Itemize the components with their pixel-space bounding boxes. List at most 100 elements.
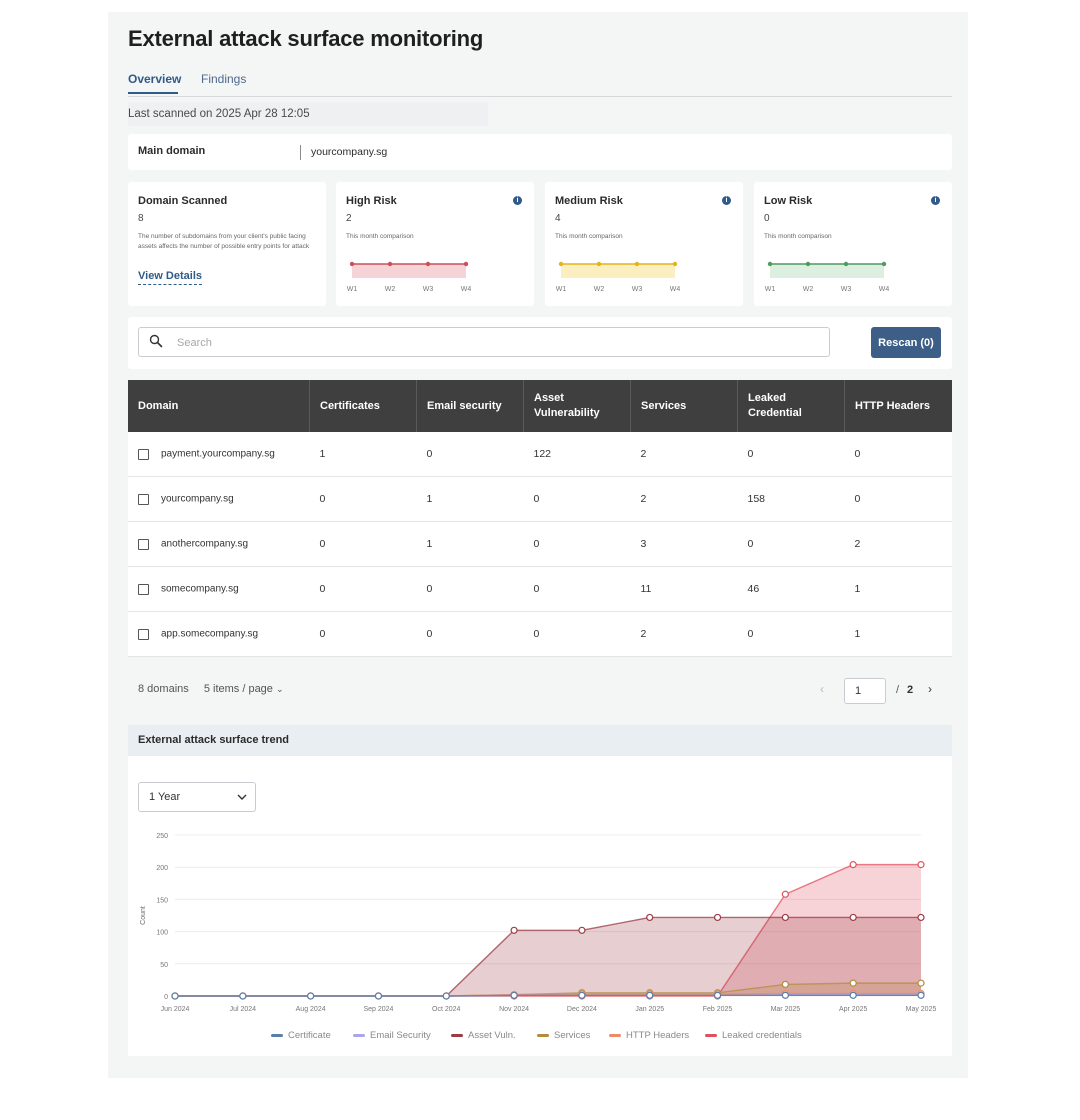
legend-item[interactable]: Asset Vuln. (451, 1030, 516, 1041)
legend-item[interactable]: Leaked credentials (705, 1030, 802, 1041)
column-header[interactable]: Domain (128, 380, 310, 432)
data-point[interactable] (578, 926, 586, 934)
row-checkbox[interactable] (138, 628, 149, 640)
legend-item[interactable]: Email Security (353, 1030, 431, 1041)
data-point[interactable] (849, 913, 857, 922)
sparkline-point (596, 261, 602, 267)
tab-bar: Overview Findings (128, 70, 952, 97)
high-risk-comparison: This month comparison (346, 233, 414, 240)
data-point[interactable] (781, 913, 789, 922)
data-point[interactable] (917, 913, 925, 922)
y-tick-label: 0 (164, 994, 168, 1001)
column-header[interactable]: HTTP Headers (844, 380, 952, 432)
table-cell: 0 (309, 521, 417, 567)
table-row[interactable]: yourcompany.sg 0 1 0 2 158 0 (128, 476, 952, 522)
domain-cell: anothercompany.sg (161, 538, 249, 550)
data-point[interactable] (171, 992, 179, 1000)
data-point[interactable] (510, 926, 518, 934)
column-header[interactable]: Email security (416, 380, 524, 432)
tab-findings[interactable]: Findings (201, 72, 247, 86)
info-icon[interactable]: i (513, 196, 522, 205)
data-point[interactable] (646, 913, 654, 922)
y-tick-label: 250 (156, 833, 168, 840)
time-range-value: 1 Year (149, 791, 181, 803)
items-per-page-select[interactable]: 5 items / page ⌄ (204, 683, 284, 695)
time-range-select[interactable]: 1 Year (138, 782, 256, 812)
tab-overview[interactable]: Overview (128, 72, 182, 86)
data-point[interactable] (239, 992, 247, 1000)
trend-header: External attack surface trend (128, 725, 952, 756)
chevron-right-icon[interactable]: › (928, 682, 932, 696)
low-risk-sparkline: W1 W2 W3 W4 (765, 261, 889, 293)
info-icon[interactable]: i (931, 196, 940, 205)
table-cell: 0 (844, 476, 952, 522)
column-header[interactable]: Services (630, 380, 738, 432)
legend-item[interactable]: Certificate (271, 1030, 331, 1041)
y-tick-label: 150 (156, 897, 168, 904)
data-point[interactable] (578, 991, 586, 999)
search-input[interactable] (175, 333, 819, 353)
column-header[interactable]: Leaked Credential (737, 380, 845, 432)
row-checkbox[interactable] (138, 448, 149, 460)
data-point[interactable] (713, 991, 722, 999)
data-point[interactable] (374, 992, 383, 1000)
x-tick-label: Dec 2024 (567, 1006, 597, 1013)
data-point[interactable] (849, 991, 857, 999)
row-checkbox[interactable] (138, 493, 149, 505)
week-label: W2 (385, 286, 396, 293)
table-cell: 0 (309, 566, 417, 612)
column-header[interactable]: Certificates (309, 380, 417, 432)
legend-swatch (705, 1034, 717, 1037)
row-checkbox[interactable] (138, 583, 149, 595)
data-point[interactable] (713, 913, 722, 922)
view-details-link[interactable]: View Details (138, 270, 202, 285)
medium-risk-comparison: This month comparison (555, 233, 623, 240)
table-cell: 3 (630, 521, 738, 567)
chevron-down-icon (237, 794, 247, 800)
column-header[interactable]: Asset Vulnerability (523, 380, 631, 432)
page-number-input[interactable] (844, 678, 886, 704)
data-point[interactable] (307, 992, 315, 1000)
table-cell: 122 (523, 432, 631, 477)
table-cell: 2 (630, 611, 738, 657)
chevron-down-icon: ⌄ (275, 684, 284, 694)
page-total: 2 (907, 684, 914, 696)
chevron-left-icon[interactable]: ‹ (820, 682, 824, 696)
data-point[interactable] (917, 979, 925, 987)
table-cell: 1 (416, 476, 524, 522)
table-cell: 0 (416, 432, 524, 477)
table-row[interactable]: somecompany.sg 0 0 0 11 46 1 (128, 566, 952, 612)
info-icon[interactable]: i (722, 196, 731, 205)
data-point[interactable] (849, 861, 857, 869)
data-point[interactable] (510, 991, 518, 999)
main-domain-label: Main domain (138, 145, 206, 157)
data-point[interactable] (849, 979, 857, 987)
data-point[interactable] (781, 980, 789, 989)
table-row[interactable]: app.somecompany.sg 0 0 0 2 0 1 (128, 611, 952, 657)
table-row[interactable]: payment.yourcompany.sg 1 0 122 2 0 0 (128, 432, 952, 477)
table-cell: 0 (309, 611, 417, 657)
data-point[interactable] (781, 991, 789, 999)
main-domain-card: Main domain yourcompany.sg (128, 134, 952, 170)
legend-item[interactable]: Services (537, 1030, 591, 1041)
table-cell: 1 (309, 432, 417, 477)
sparkline-point (881, 261, 887, 267)
data-point[interactable] (442, 992, 450, 1000)
medium-risk-value: 4 (555, 213, 561, 224)
medium-risk-title: Medium Risk (555, 195, 623, 207)
table-cell: 0 (309, 476, 417, 522)
last-scanned-text: Last scanned on 2025 Apr 28 12:05 (128, 102, 488, 126)
main-domain-value: yourcompany.sg (311, 146, 388, 158)
series-area (175, 917, 921, 996)
legend-item[interactable]: HTTP Headers (609, 1030, 689, 1041)
data-point[interactable] (646, 991, 654, 999)
table-row[interactable]: anothercompany.sg 0 1 0 3 0 2 (128, 521, 952, 567)
data-point[interactable] (917, 861, 925, 869)
rescan-button[interactable]: Rescan (0) (871, 327, 941, 358)
data-point[interactable] (781, 890, 789, 898)
row-checkbox[interactable] (138, 538, 149, 550)
medium-risk-card: Medium Risk i 4 This month comparison W1… (545, 182, 743, 306)
table-cell: 0 (737, 432, 845, 477)
data-point[interactable] (917, 991, 925, 999)
week-label: W1 (347, 286, 358, 293)
